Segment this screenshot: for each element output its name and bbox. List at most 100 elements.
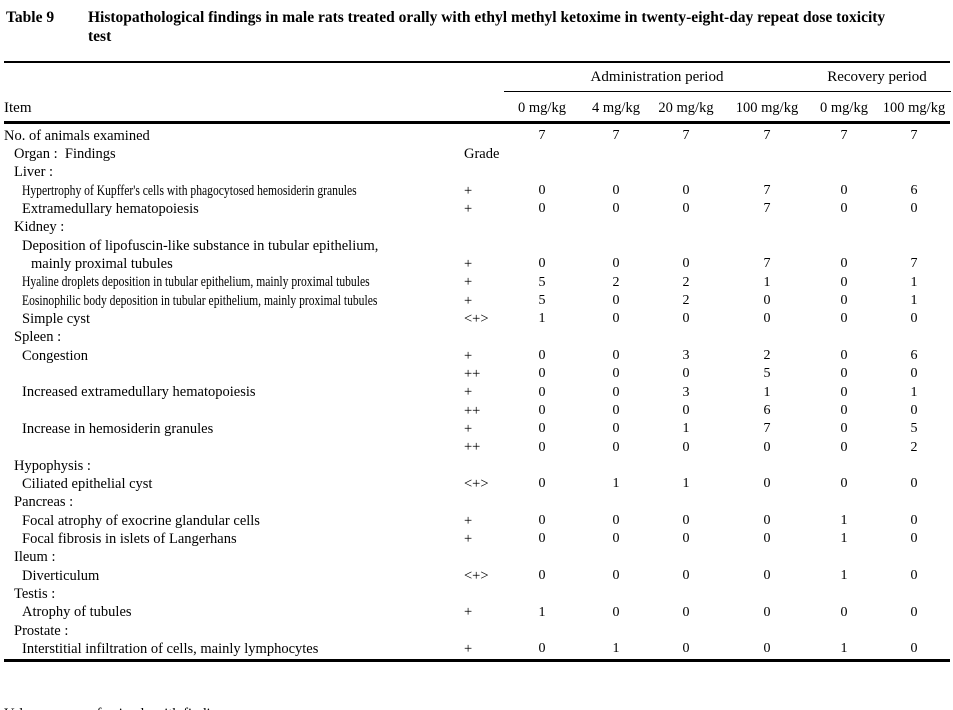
value-cell-20mg: 0 — [682, 183, 690, 199]
value-cell-0mg-admin: 0 — [538, 513, 546, 529]
table-row: Atrophy of tubules + 1 0 0 0 0 0 — [4, 604, 950, 622]
value-cell-0mg-admin: 0 — [538, 366, 546, 382]
value-cell-0mg-admin: 5 — [538, 274, 546, 290]
value-cell-4mg: 0 — [612, 366, 620, 382]
value-cell-0mg-recovery: 0 — [840, 311, 848, 327]
value-cell-20mg: 3 — [682, 348, 690, 364]
table-body: No. of animals examined 7 7 7 7 7 7 Orga… — [4, 124, 950, 662]
table-number: Table 9 — [6, 9, 55, 26]
value-cell-0mg-admin: 0 — [538, 183, 546, 199]
table-row: Interstitial infiltration of cells, main… — [4, 640, 950, 658]
value-cell-0mg-admin: 5 — [538, 293, 546, 309]
row-label: Diverticulum — [22, 567, 100, 584]
grade-cell: <+> — [464, 475, 489, 492]
row-label: No. of animals examined — [4, 127, 150, 144]
value-cell-100mg-recovery: 1 — [910, 384, 918, 400]
value-cell-0mg-recovery: 0 — [840, 293, 848, 309]
value-cell-100mg: 0 — [763, 641, 771, 657]
value-cell-0mg-admin: 0 — [538, 568, 546, 584]
grade-cell: ++ — [464, 365, 481, 382]
value-cell-20mg: 0 — [682, 256, 690, 272]
row-label-cell: Focal fibrosis in islets of Langerhans — [4, 531, 454, 548]
value-cell-100mg: 0 — [763, 604, 771, 620]
table-row: Ciliated epithelial cyst <+> 0 1 1 0 0 0 — [4, 475, 950, 493]
header-spacer-item — [4, 63, 454, 91]
value-cell-20mg: 0 — [682, 403, 690, 419]
row-label-cell: Atrophy of tubules — [4, 604, 454, 621]
value-cell-20mg: 0 — [682, 366, 690, 382]
row-label-cell: Hyaline droplets deposition in tubular e… — [4, 274, 454, 291]
value-cell-100mg-recovery: 0 — [910, 476, 918, 492]
value-cell-0mg-admin: 0 — [538, 403, 546, 419]
value-cell-100mg: 1 — [763, 384, 771, 400]
value-cell-0mg-recovery: 1 — [840, 513, 848, 529]
row-label-cell: Increase in hemosiderin granules — [4, 421, 454, 438]
value-cell-100mg-recovery: 0 — [910, 568, 918, 584]
value-cell-100mg: 0 — [763, 568, 771, 584]
value-cell-0mg-admin: 0 — [538, 201, 546, 217]
row-label-cell: Ileum : — [4, 549, 454, 566]
grade-cell: ++ — [464, 402, 481, 419]
row-label: Interstitial infiltration of cells, main… — [22, 640, 319, 657]
value-cell-4mg: 2 — [612, 274, 620, 290]
value-cell-0mg-admin: 0 — [538, 476, 546, 492]
dose-column-header-20mg: 20 mg/kg — [658, 100, 714, 116]
grade-cell: + — [464, 200, 473, 217]
row-label: Focal fibrosis in islets of Langerhans — [22, 530, 237, 547]
table-row: Testis : — [4, 585, 950, 603]
value-cell-20mg: 1 — [682, 476, 690, 492]
value-cell-4mg: 0 — [612, 421, 620, 437]
value-cell-100mg: 7 — [763, 201, 771, 217]
value-cell-4mg: 1 — [612, 476, 620, 492]
value-cell-4mg: 0 — [612, 531, 620, 547]
row-label-cell: Increased extramedullary hematopoiesis — [4, 384, 454, 401]
header-spacer-grade — [454, 63, 502, 91]
value-cell-20mg: 2 — [682, 274, 690, 290]
grade-cell: + — [464, 640, 473, 657]
row-label: Liver : — [14, 164, 54, 181]
value-cell-0mg-recovery: 0 — [840, 384, 848, 400]
row-label: Testis : — [14, 585, 56, 602]
row-label: Ileum : — [14, 549, 56, 566]
value-cell-100mg: 7 — [763, 183, 771, 199]
value-cell-0mg-admin: 0 — [538, 421, 546, 437]
recovery-period-header: Recovery period — [803, 63, 951, 92]
value-cell-100mg: 7 — [763, 421, 771, 437]
value-cell-100mg: 0 — [763, 293, 771, 309]
value-cell-20mg: 0 — [682, 531, 690, 547]
value-cell-4mg: 0 — [612, 403, 620, 419]
grade-cell: ++ — [464, 439, 481, 456]
table-row: No. of animals examined 7 7 7 7 7 7 — [4, 127, 950, 145]
value-cell-20mg: 0 — [682, 201, 690, 217]
value-cell-20mg: 0 — [682, 439, 690, 455]
item-column-header: Item — [4, 100, 32, 116]
value-cell-100mg-recovery: 0 — [910, 513, 918, 529]
table-row: Congestion + 0 0 3 2 0 6 — [4, 347, 950, 365]
table-row: Extramedullary hematopoiesis + 0 0 0 7 0… — [4, 200, 950, 218]
value-cell-0mg-admin: 0 — [538, 641, 546, 657]
table-row: ++ 0 0 0 6 0 0 — [4, 402, 950, 420]
value-cell-0mg-recovery: 0 — [840, 476, 848, 492]
row-label: Hyaline droplets deposition in tubular e… — [22, 274, 370, 291]
grade-cell: + — [464, 274, 473, 291]
value-cell-0mg-recovery: 0 — [840, 366, 848, 382]
row-label-cell: Deposition of lipofuscin-like substance … — [4, 238, 454, 255]
value-cell-100mg: 5 — [763, 366, 771, 382]
value-cell-100mg-recovery: 7 — [910, 128, 918, 144]
value-cell-100mg-recovery: 2 — [910, 439, 918, 455]
value-cell-100mg: 7 — [763, 256, 771, 272]
table-row: Deposition of lipofuscin-like substance … — [4, 237, 950, 255]
table-row: Organ : Findings Grade — [4, 145, 950, 163]
value-cell-100mg: 7 — [763, 128, 771, 144]
value-cell-4mg: 0 — [612, 256, 620, 272]
row-label-cell: Ciliated epithelial cyst — [4, 476, 454, 493]
value-cell-0mg-recovery: 1 — [840, 531, 848, 547]
value-cell-100mg-recovery: 0 — [910, 604, 918, 620]
footnote-values: Values are no. of animals with findings. — [4, 705, 950, 710]
table-row: Focal atrophy of exocrine glandular cell… — [4, 512, 950, 530]
value-cell-100mg: 6 — [763, 403, 771, 419]
row-label-cell: mainly proximal tubules — [4, 256, 454, 273]
row-label: Atrophy of tubules — [22, 604, 132, 621]
row-label-cell: Hypophysis : — [4, 458, 454, 475]
value-cell-20mg: 3 — [682, 384, 690, 400]
